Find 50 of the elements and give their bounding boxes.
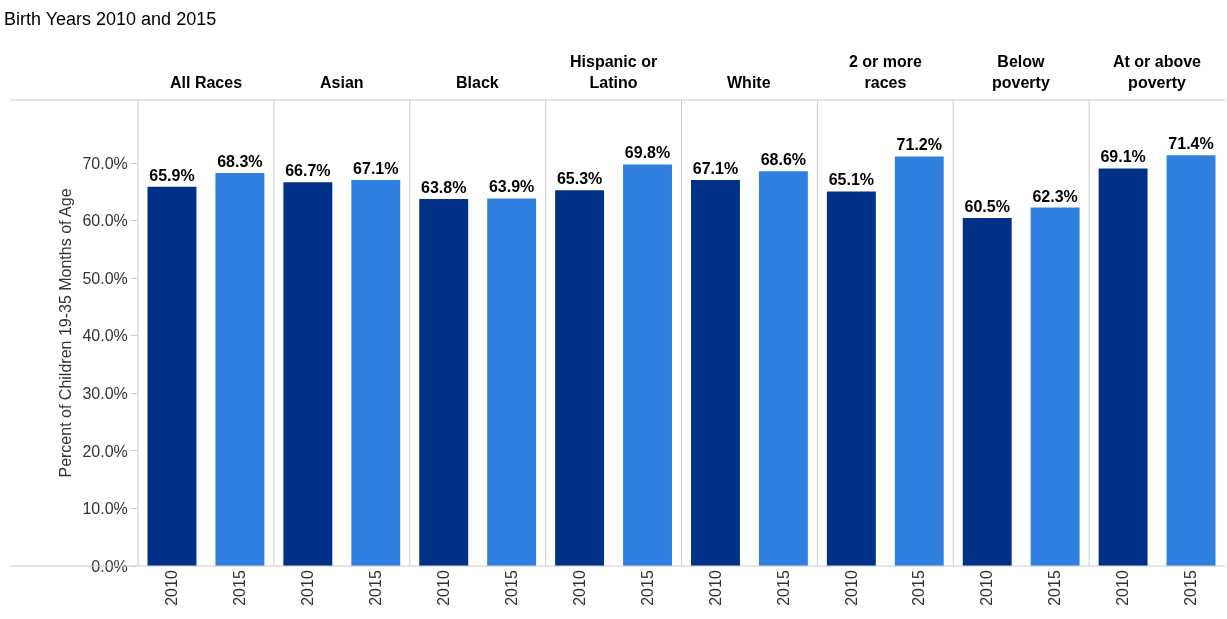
data-label: 60.5% — [964, 197, 1010, 215]
data-label: 65.1% — [828, 171, 875, 189]
y-tick-label: 10.0% — [82, 500, 128, 518]
y-tick-label: 70.0% — [82, 154, 128, 172]
data-label: 63.9% — [488, 178, 535, 196]
data-label: 71.2% — [896, 136, 942, 154]
y-tick-label: 20.0% — [82, 442, 128, 460]
chart-title: Below poverty — [992, 53, 1050, 91]
x-tick-label: 2015 — [1182, 570, 1200, 606]
chart-title: Black — [456, 74, 499, 91]
data-label: 71.4% — [1168, 135, 1214, 153]
chart-title: Asian — [320, 74, 364, 91]
x-tick-label: 2010 — [570, 570, 588, 606]
data-label: 69.1% — [1100, 148, 1146, 166]
x-tick-label: 2015 — [774, 570, 792, 606]
y-tick-label: 50.0% — [82, 269, 128, 287]
y-tick-label: 60.0% — [82, 212, 128, 230]
chart-title: 2 or more races — [849, 53, 923, 91]
x-tick-label: 2015 — [366, 570, 384, 606]
x-tick-label: 2015 — [231, 570, 249, 606]
x-tick-label: 2015 — [502, 570, 520, 606]
data-label: 66.7% — [285, 162, 331, 180]
data-label: 69.8% — [624, 144, 671, 162]
y-tick-label: 40.0% — [82, 327, 128, 345]
x-tick-label: 2015 — [1046, 570, 1064, 606]
x-tick-label: 2010 — [706, 570, 724, 606]
y-tick-label: 30.0% — [82, 385, 128, 403]
data-label: 68.3% — [217, 153, 263, 171]
data-label: 62.3% — [1032, 187, 1078, 205]
data-label: 63.8% — [421, 178, 467, 196]
x-tick-label: 2010 — [842, 570, 860, 606]
x-tick-label: 2015 — [910, 570, 928, 606]
data-label: 68.6% — [760, 151, 807, 169]
x-tick-label: 2010 — [1114, 570, 1132, 606]
data-label: 67.1% — [692, 159, 739, 177]
chart-title: White — [727, 74, 771, 91]
chart-title: All Races — [170, 74, 243, 91]
y-axis-title: Percent of Children 19-35 Months of Age — [57, 188, 75, 478]
data-label: 65.3% — [556, 170, 603, 188]
text: Birth Years 2010 and 2015 — [4, 9, 217, 29]
y-tick-label: 0.0% — [91, 557, 128, 575]
chart-title: At or above poverty — [1113, 53, 1202, 91]
x-tick-label: 2010 — [299, 570, 317, 606]
data-label: 67.1% — [353, 159, 399, 177]
x-tick-label: 2015 — [638, 570, 656, 606]
chart-title: Hispanic or Latino — [570, 53, 658, 91]
x-tick-label: 2010 — [978, 570, 996, 606]
data-label: 65.9% — [149, 166, 195, 184]
x-tick-label: 2010 — [163, 570, 181, 606]
x-tick-label: 2010 — [434, 570, 452, 606]
